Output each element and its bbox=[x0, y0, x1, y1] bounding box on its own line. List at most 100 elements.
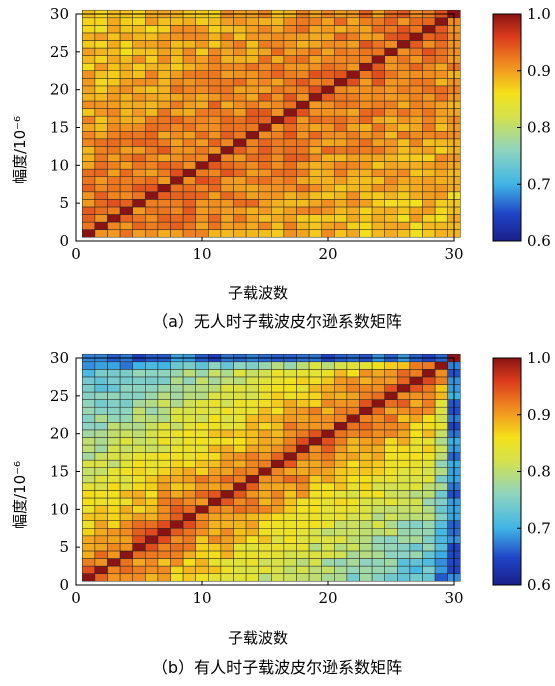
heatmap-cell bbox=[346, 384, 360, 393]
heatmap-cell bbox=[334, 550, 348, 559]
heatmap-cell bbox=[220, 543, 234, 552]
heatmap-cell bbox=[170, 108, 184, 117]
heatmap-cell bbox=[119, 535, 133, 544]
y-tick-label: 10 bbox=[50, 500, 69, 518]
heatmap-cell bbox=[334, 543, 348, 552]
heatmap-cell bbox=[82, 176, 96, 185]
heatmap-cell bbox=[107, 391, 121, 400]
heatmap-cell bbox=[384, 543, 398, 552]
heatmap-cell bbox=[271, 467, 285, 476]
heatmap-cell bbox=[170, 429, 184, 438]
heatmap-cell bbox=[409, 361, 423, 370]
heatmap-cell bbox=[220, 361, 234, 370]
heatmap-cell bbox=[296, 550, 310, 559]
heatmap-cell bbox=[182, 32, 196, 41]
heatmap-cell bbox=[82, 32, 96, 41]
heatmap-cell bbox=[195, 497, 209, 506]
heatmap-cell bbox=[220, 437, 234, 446]
heatmap-cell bbox=[422, 47, 436, 56]
heatmap-cell bbox=[220, 497, 234, 506]
heatmap-cell bbox=[195, 191, 209, 200]
heatmap-cell bbox=[82, 206, 96, 215]
heatmap-cell bbox=[371, 369, 385, 378]
heatmap-cell bbox=[371, 452, 385, 461]
heatmap-cell bbox=[271, 399, 285, 408]
heatmap-cell bbox=[157, 25, 171, 34]
heatmap-cell bbox=[296, 535, 310, 544]
heatmap-cell bbox=[170, 414, 184, 423]
heatmap-cell bbox=[346, 17, 360, 26]
heatmap-cell bbox=[182, 206, 196, 215]
heatmap-cell bbox=[82, 70, 96, 79]
heatmap-cell bbox=[258, 191, 272, 200]
heatmap-cell bbox=[132, 520, 146, 529]
heatmap-cell bbox=[245, 93, 259, 102]
heatmap-cell bbox=[182, 369, 196, 378]
heatmap-cell bbox=[371, 55, 385, 64]
heatmap-cell bbox=[208, 399, 222, 408]
heatmap-cell bbox=[271, 55, 285, 64]
heatmap-cell bbox=[157, 467, 171, 476]
heatmap-cell bbox=[170, 376, 184, 385]
heatmap-cell bbox=[233, 384, 247, 393]
heatmap-cell bbox=[195, 535, 209, 544]
heatmap-cell bbox=[107, 184, 121, 193]
heatmap-cell bbox=[119, 93, 133, 102]
heatmap-cell bbox=[434, 475, 448, 484]
heatmap-cell bbox=[434, 191, 448, 200]
heatmap-cell bbox=[119, 482, 133, 491]
heatmap-cell bbox=[182, 528, 196, 537]
heatmap-cell bbox=[296, 490, 310, 499]
heatmap-cell bbox=[107, 199, 121, 208]
heatmap-cell bbox=[245, 25, 259, 34]
heatmap-cell bbox=[82, 78, 96, 87]
heatmap-cell bbox=[384, 550, 398, 559]
heatmap-cell bbox=[346, 361, 360, 370]
heatmap-cell bbox=[220, 40, 234, 49]
heatmap-cell bbox=[233, 497, 247, 506]
heatmap-cell bbox=[371, 62, 385, 72]
y-axis-label-b: 幅度/10⁻⁶ bbox=[11, 461, 29, 529]
heatmap-cell bbox=[145, 146, 159, 155]
heatmap-cell bbox=[296, 406, 310, 415]
heatmap-cell bbox=[397, 361, 411, 370]
heatmap-cell bbox=[145, 47, 159, 56]
x-tick-label: 30 bbox=[444, 589, 463, 607]
heatmap-cell bbox=[346, 221, 360, 230]
heatmap-cell bbox=[195, 32, 209, 41]
heatmap-cell bbox=[409, 558, 423, 567]
heatmap-cell bbox=[258, 131, 272, 140]
heatmap-cell bbox=[233, 184, 247, 193]
heatmap-cell bbox=[208, 100, 222, 109]
heatmap-cell bbox=[82, 47, 96, 56]
heatmap-cell bbox=[195, 161, 209, 170]
heatmap-cell bbox=[208, 520, 222, 529]
heatmap-cell bbox=[409, 459, 423, 468]
heatmap-cell bbox=[334, 520, 348, 529]
heatmap-cell bbox=[371, 47, 385, 56]
heatmap-cell bbox=[94, 505, 108, 514]
heatmap-cell bbox=[283, 40, 297, 49]
heatmap-cell bbox=[220, 459, 234, 468]
heatmap-cell bbox=[371, 100, 385, 109]
heatmap-cell bbox=[245, 138, 259, 147]
heatmap-cell bbox=[334, 437, 348, 446]
heatmap-cell bbox=[359, 497, 373, 506]
heatmap-cell bbox=[182, 422, 196, 431]
heatmap-cell bbox=[182, 490, 196, 499]
heatmap-cell bbox=[233, 558, 247, 567]
heatmap-cell bbox=[359, 406, 373, 415]
heatmap-cell bbox=[132, 437, 146, 446]
heatmap-cell bbox=[296, 206, 310, 215]
heatmap-cell bbox=[145, 535, 159, 544]
heatmap-cell bbox=[208, 565, 222, 574]
heatmap-cell bbox=[359, 108, 373, 117]
heatmap-cell bbox=[107, 32, 121, 41]
heatmap-cell bbox=[82, 512, 96, 521]
heatmap-cell bbox=[271, 153, 285, 162]
y-tick-label: 5 bbox=[59, 194, 69, 212]
heatmap-cell bbox=[208, 168, 222, 177]
heatmap-cell bbox=[182, 47, 196, 56]
heatmap-cell bbox=[434, 131, 448, 140]
heatmap-cell bbox=[233, 437, 247, 446]
